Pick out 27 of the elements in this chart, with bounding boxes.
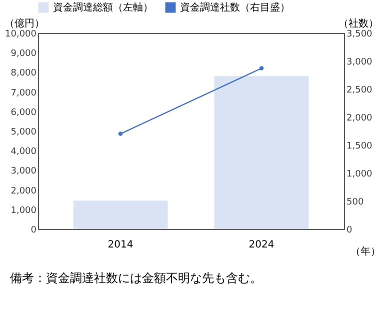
y2-tick-label: 1,500 (346, 142, 373, 152)
y2-axis-title: （社数） (338, 18, 378, 30)
y-tick-label: 8,000 (10, 68, 37, 79)
y-tick-label: 9,000 (10, 49, 37, 60)
y-tick-label: 3,000 (10, 166, 37, 177)
y2-tick-label: 3,500 (346, 30, 373, 40)
y-axis-title: （億円） (4, 18, 44, 30)
y-tick-label: 6,000 (10, 108, 37, 118)
y2-tick-label: 3,000 (346, 58, 373, 68)
y-tick-label: 10,000 (5, 30, 37, 40)
text: 備考：資金調達社数には金額不明な先も含む。 (10, 270, 263, 287)
legend-label: 資金調達総額（左軸） (53, 2, 153, 14)
y2-tick-label: 2,000 (346, 114, 373, 124)
x-axis-title: （年） (350, 246, 380, 258)
y2-tick-label: 500 (346, 198, 364, 208)
legend-label: 資金調達社数（右目盛） (180, 2, 290, 14)
y-tick-label: 2,000 (10, 186, 37, 196)
y-tick-label: 5,000 (10, 128, 37, 138)
y2-tick-label: 2,500 (346, 86, 373, 96)
y2-tick-label: 1,000 (346, 170, 373, 180)
y-tick-label: 0 (30, 226, 37, 236)
y-tick-label: 4,000 (10, 147, 37, 158)
y-tick-label: 7,000 (10, 88, 37, 98)
x-tick-label: 2014 (108, 240, 134, 250)
y2-tick-label: 0 (346, 226, 352, 236)
y-tick-label: 1,000 (10, 206, 37, 216)
x-tick-label: 2024 (248, 240, 274, 250)
